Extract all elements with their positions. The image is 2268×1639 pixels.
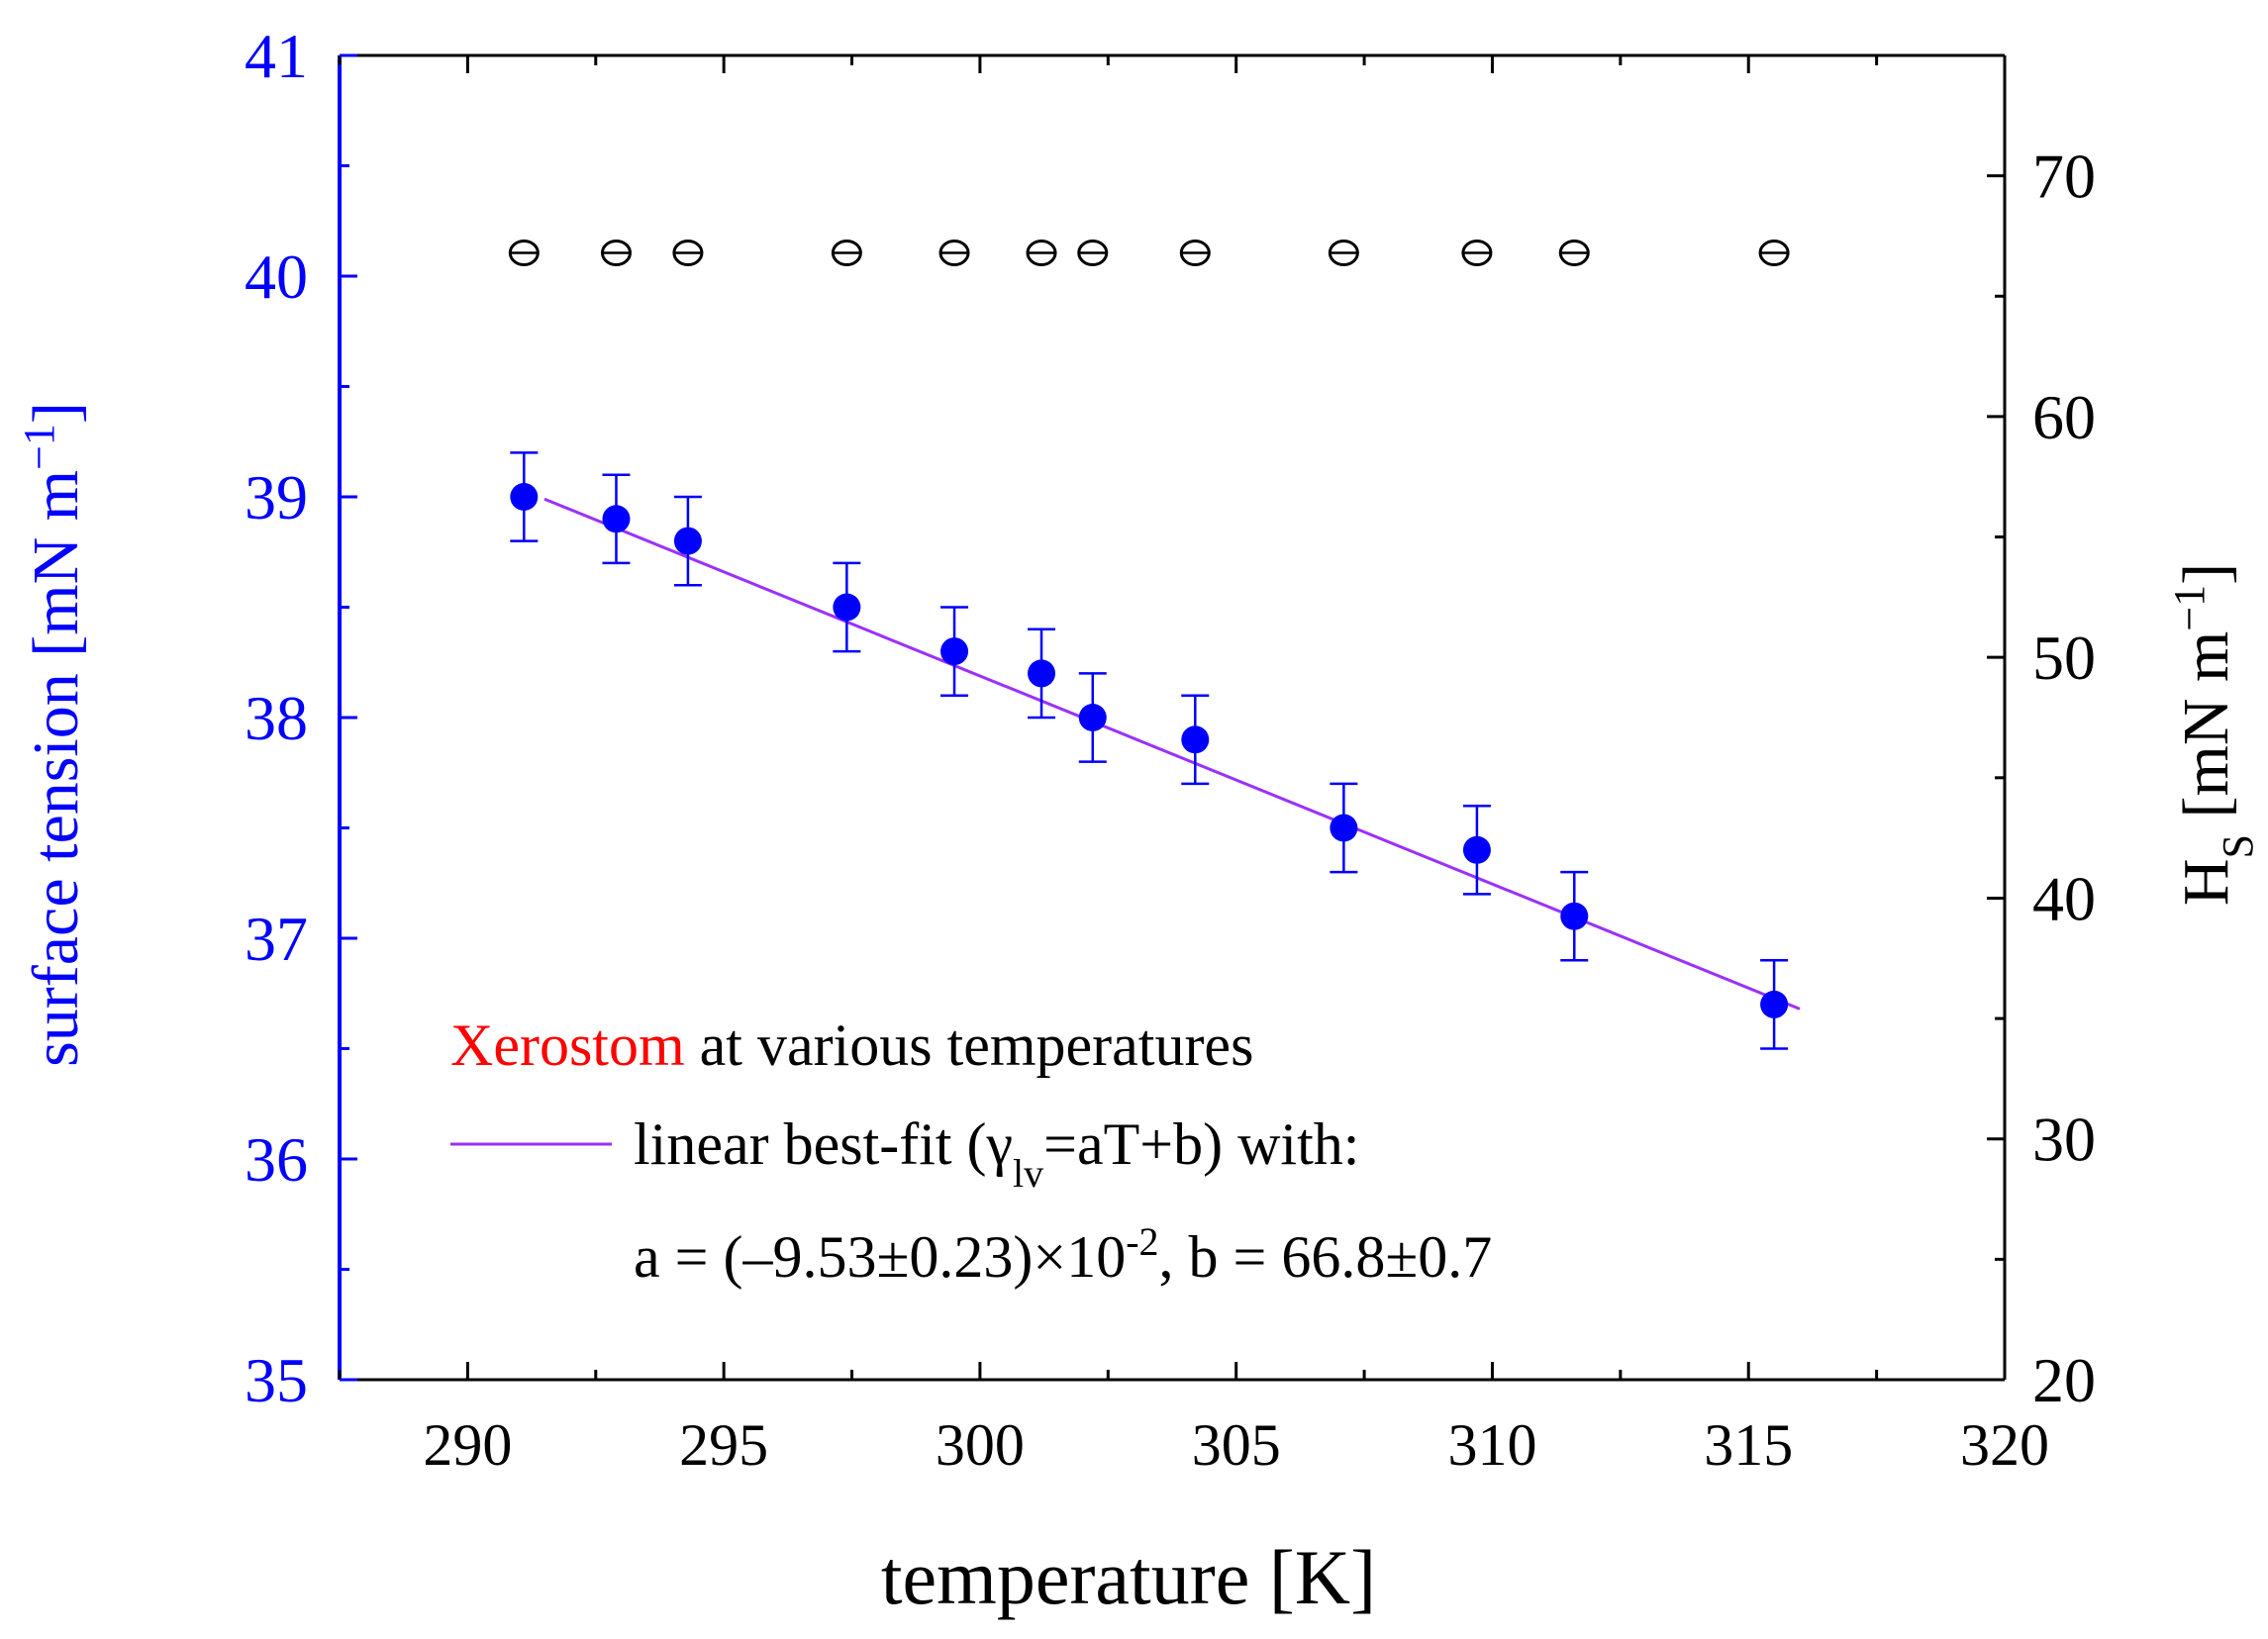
fit-line xyxy=(543,497,1801,1011)
st-point xyxy=(1560,902,1589,930)
st-point xyxy=(510,483,539,511)
left-axis-ticks: 35 36 37 38 39 40 41 xyxy=(245,21,357,1415)
st-point xyxy=(1462,835,1491,864)
st-point xyxy=(1330,814,1358,842)
x-axis-label: temperature [K] xyxy=(881,1534,1376,1620)
right-tick-label: 40 xyxy=(2032,863,2096,933)
x-axis-ticks: 290 295 300 305 310 315 320 xyxy=(338,55,2049,1478)
legend: Xerostom at various temperatures linear … xyxy=(450,1012,1492,1290)
right-axis-label-h: H xyxy=(2170,858,2242,906)
st-point xyxy=(833,593,861,622)
left-tick-label: 41 xyxy=(245,21,308,91)
left-tick-label: 36 xyxy=(245,1124,308,1195)
st-point xyxy=(1078,704,1107,731)
left-axis-label-sup: −1 xyxy=(15,424,63,470)
x-tick-label: 305 xyxy=(1192,1412,1281,1478)
legend-params-start: a = (–9.53±0.23)×10 xyxy=(634,1224,1126,1290)
x-tick-label: 320 xyxy=(1960,1412,2049,1478)
legend-title-highlight: Xerostom xyxy=(450,1012,685,1078)
legend-title: Xerostom at various temperatures xyxy=(450,1012,1253,1078)
legend-fit-sub: lv xyxy=(1013,1151,1043,1196)
x-tick-label: 310 xyxy=(1447,1412,1536,1478)
left-tick-label: 39 xyxy=(245,462,308,532)
fit-line-group xyxy=(543,497,1801,1011)
legend-fit-text-start: linear best-fit (γ xyxy=(634,1111,1013,1177)
st-point xyxy=(602,505,631,533)
x-tick-label: 300 xyxy=(936,1412,1025,1478)
st-point xyxy=(1028,659,1056,688)
st-point xyxy=(940,637,969,666)
right-tick-label: 20 xyxy=(2032,1345,2096,1415)
st-point xyxy=(1181,725,1210,754)
legend-fit-text-end: =aT+b) with: xyxy=(1043,1111,1359,1177)
legend-params: a = (–9.53±0.23)×10-2, b = 66.8±0.7 xyxy=(634,1219,1492,1291)
left-tick-label: 40 xyxy=(245,241,308,312)
st-point xyxy=(673,527,702,555)
left-tick-label: 38 xyxy=(245,683,308,753)
right-axis-ticks: 20 30 40 50 60 70 xyxy=(1987,53,2096,1415)
legend-title-rest: at various temperatures xyxy=(685,1012,1254,1078)
left-tick-label: 35 xyxy=(245,1345,308,1415)
right-axis-label-sup: −1 xyxy=(2165,585,2214,631)
x-tick-label: 290 xyxy=(423,1412,512,1478)
right-axis-label-sub: S xyxy=(2214,834,2262,858)
right-tick-label: 50 xyxy=(2032,623,2096,693)
st-point xyxy=(1760,990,1789,1018)
right-axis-label: HS [mN m−1] xyxy=(2165,563,2262,906)
right-axis-label-end: ] xyxy=(2170,563,2242,585)
left-axis-label-end: ] xyxy=(20,402,92,424)
surface-tension-series xyxy=(510,451,1789,1050)
right-tick-label: 70 xyxy=(2032,142,2096,212)
legend-fit-text: linear best-fit (γlv=aT+b) with: xyxy=(634,1111,1359,1196)
right-tick-label: 30 xyxy=(2032,1105,2096,1175)
left-axis-label-text: surface tension [mN m xyxy=(20,470,92,1067)
x-tick-label: 315 xyxy=(1704,1412,1793,1478)
left-tick-label: 37 xyxy=(245,904,308,974)
hs-series xyxy=(508,239,1790,266)
legend-params-end: , b = 66.8±0.7 xyxy=(1159,1224,1493,1290)
legend-params-sup: -2 xyxy=(1126,1219,1158,1264)
x-tick-label: 295 xyxy=(679,1412,768,1478)
right-axis-label-mid: [mN m xyxy=(2170,631,2242,834)
right-tick-label: 60 xyxy=(2032,382,2096,452)
left-axis-label: surface tension [mN m−1] xyxy=(15,402,93,1067)
